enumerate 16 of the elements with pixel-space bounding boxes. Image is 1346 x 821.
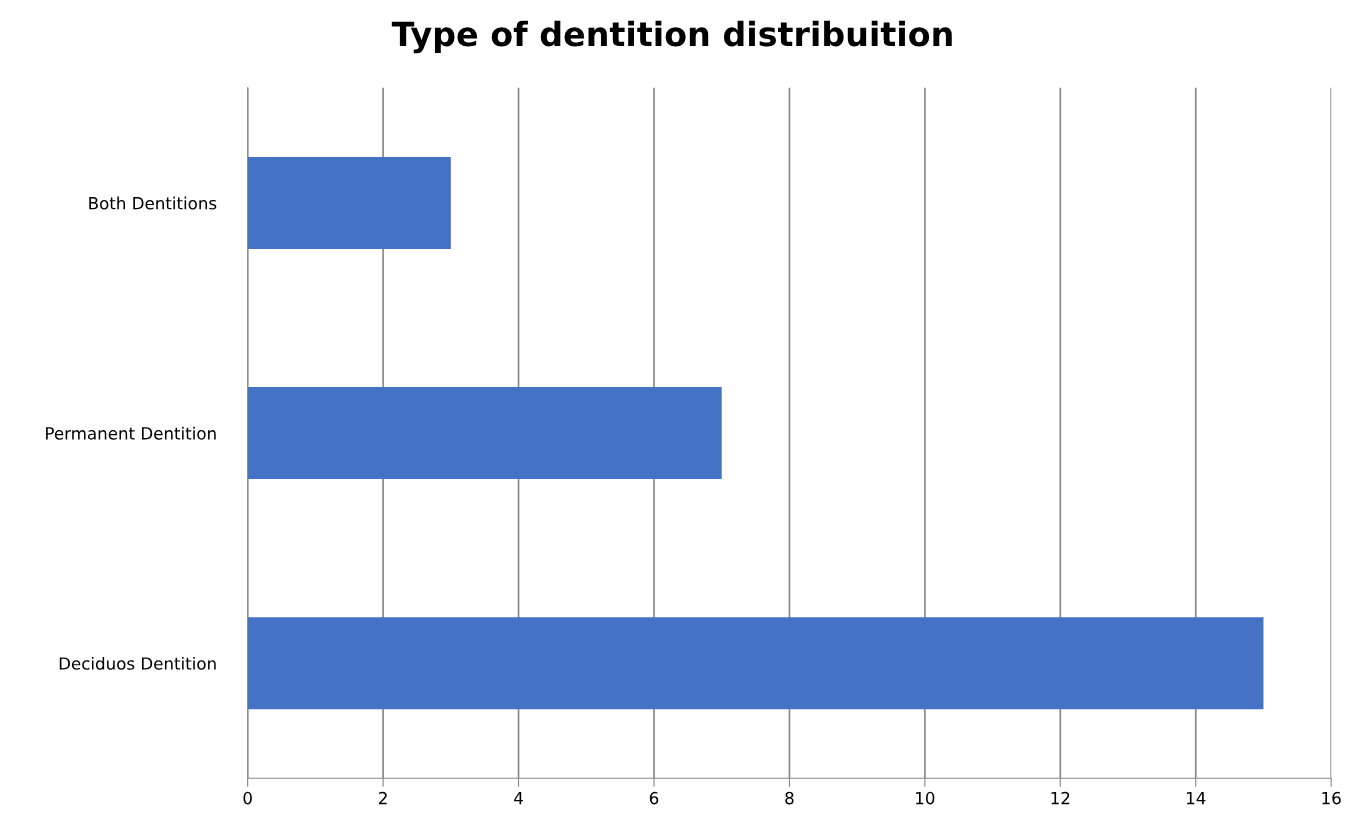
x-tick-label: 10	[916, 791, 935, 805]
x-tick-label: 16	[1322, 791, 1341, 805]
x-tick-label: 4	[514, 792, 523, 805]
y-tick-label: Deciduos Dentition	[59, 656, 216, 670]
bar	[247, 617, 1264, 710]
bar	[247, 156, 451, 249]
y-tick-label: Permanent Dentition	[46, 426, 216, 440]
x-tick-label: 8	[785, 791, 794, 805]
chart-title: Type of dentition distribuition	[391, 20, 952, 54]
x-tick-label: 0	[243, 791, 252, 805]
x-tick-label: 2	[379, 791, 387, 805]
y-tick-label: Both Dentitions	[89, 196, 217, 210]
bar	[247, 387, 722, 480]
x-tick-label: 6	[649, 791, 659, 805]
x-tick-label: 12	[1051, 791, 1070, 805]
x-tick-label: 14	[1186, 792, 1206, 805]
